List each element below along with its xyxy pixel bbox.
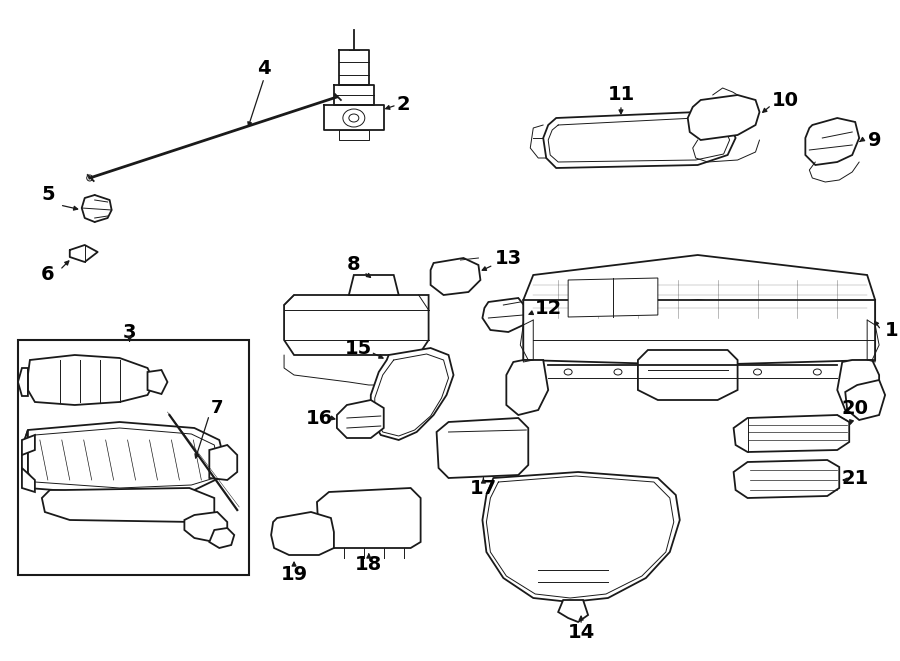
Text: 21: 21 bbox=[842, 469, 868, 488]
Polygon shape bbox=[568, 278, 658, 317]
Text: 5: 5 bbox=[41, 186, 55, 204]
Polygon shape bbox=[482, 472, 680, 602]
Polygon shape bbox=[523, 255, 875, 320]
Bar bbox=[359, 502, 373, 518]
Bar bbox=[359, 524, 373, 538]
Polygon shape bbox=[349, 275, 399, 295]
Polygon shape bbox=[507, 360, 548, 415]
Polygon shape bbox=[430, 258, 481, 295]
Polygon shape bbox=[734, 460, 840, 498]
Text: 16: 16 bbox=[305, 408, 333, 428]
Text: 3: 3 bbox=[122, 323, 136, 342]
Text: 14: 14 bbox=[568, 623, 595, 641]
Polygon shape bbox=[284, 295, 428, 355]
Polygon shape bbox=[371, 348, 454, 440]
Polygon shape bbox=[523, 300, 875, 365]
Polygon shape bbox=[271, 512, 334, 555]
Polygon shape bbox=[837, 360, 879, 415]
Polygon shape bbox=[638, 350, 738, 400]
Text: 8: 8 bbox=[347, 256, 361, 274]
Text: 1: 1 bbox=[886, 321, 899, 340]
Text: 13: 13 bbox=[495, 249, 522, 268]
Polygon shape bbox=[482, 298, 526, 332]
Polygon shape bbox=[210, 445, 238, 480]
Text: 12: 12 bbox=[535, 299, 562, 317]
Bar bbox=[339, 502, 353, 518]
Polygon shape bbox=[42, 488, 214, 522]
Bar bbox=[18, 340, 249, 575]
Bar bbox=[395, 524, 409, 538]
Polygon shape bbox=[148, 370, 167, 394]
Text: 18: 18 bbox=[356, 555, 382, 574]
Polygon shape bbox=[184, 512, 228, 542]
Polygon shape bbox=[806, 118, 860, 165]
Text: 7: 7 bbox=[211, 399, 223, 417]
Polygon shape bbox=[436, 418, 528, 478]
Polygon shape bbox=[18, 368, 28, 396]
Text: 15: 15 bbox=[346, 338, 373, 358]
Text: 11: 11 bbox=[608, 85, 634, 104]
Polygon shape bbox=[734, 415, 850, 452]
Text: 6: 6 bbox=[41, 266, 55, 284]
Polygon shape bbox=[558, 600, 588, 622]
Polygon shape bbox=[317, 488, 420, 548]
Text: 4: 4 bbox=[257, 59, 271, 77]
Bar bbox=[339, 524, 353, 538]
Polygon shape bbox=[688, 95, 760, 140]
Polygon shape bbox=[22, 468, 35, 492]
Polygon shape bbox=[544, 112, 735, 168]
Text: 20: 20 bbox=[842, 399, 868, 418]
Ellipse shape bbox=[86, 175, 93, 181]
Bar bbox=[377, 502, 391, 518]
Polygon shape bbox=[22, 430, 28, 488]
Polygon shape bbox=[22, 435, 35, 455]
Text: 2: 2 bbox=[397, 95, 410, 114]
Text: 9: 9 bbox=[868, 130, 882, 149]
Text: 17: 17 bbox=[470, 479, 497, 498]
Text: 19: 19 bbox=[281, 566, 308, 584]
Text: 10: 10 bbox=[772, 91, 799, 110]
Polygon shape bbox=[28, 355, 155, 405]
Polygon shape bbox=[22, 422, 224, 495]
Polygon shape bbox=[845, 380, 885, 420]
Bar bbox=[377, 524, 391, 538]
Bar bbox=[395, 502, 409, 518]
Polygon shape bbox=[337, 400, 383, 438]
Polygon shape bbox=[210, 528, 234, 548]
